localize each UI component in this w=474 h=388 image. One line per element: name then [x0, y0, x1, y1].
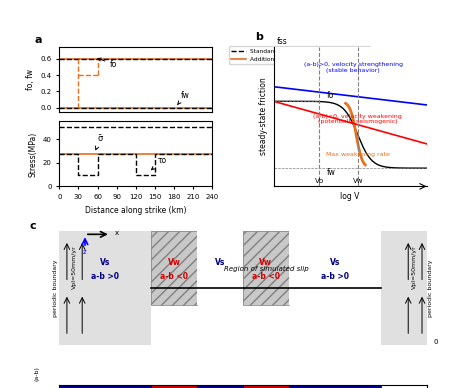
- Text: fss: fss: [277, 37, 287, 46]
- Y-axis label: fo, fw: fo, fw: [26, 69, 35, 90]
- Text: a: a: [35, 35, 42, 45]
- Text: a-b >0: a-b >0: [91, 272, 119, 281]
- Text: Vpl=50mm/yr: Vpl=50mm/yr: [72, 245, 77, 289]
- Text: x: x: [114, 230, 118, 236]
- Text: (a-b)<0, velocity weakening
(potentially seismogenic): (a-b)<0, velocity weakening (potentially…: [313, 114, 402, 125]
- X-axis label: log V: log V: [340, 192, 360, 201]
- Legend: Standard R&S law models, Additional coseismic weakening models: Standard R&S law models, Additional cose…: [229, 46, 370, 64]
- Text: fw: fw: [327, 168, 336, 177]
- Text: Vpl=50mm/yr: Vpl=50mm/yr: [412, 245, 417, 289]
- Y-axis label: Stress(MPa): Stress(MPa): [28, 131, 37, 177]
- Text: (a-b)>0, velocity strengthening
(stable behavior): (a-b)>0, velocity strengthening (stable …: [304, 62, 402, 73]
- Bar: [197, 231, 243, 305]
- Text: a-b <0: a-b <0: [160, 272, 188, 281]
- Y-axis label: steady-state friction: steady-state friction: [259, 78, 268, 155]
- Text: a-b <0: a-b <0: [252, 272, 280, 281]
- Bar: [59, 231, 151, 345]
- Text: fo: fo: [98, 58, 118, 69]
- Text: periodic boundary: periodic boundary: [428, 259, 433, 317]
- Bar: [243, 231, 289, 305]
- Text: periodic boundary: periodic boundary: [53, 259, 58, 317]
- Text: τo: τo: [152, 156, 167, 170]
- Bar: [381, 231, 427, 345]
- Text: Vw: Vw: [259, 258, 273, 267]
- Bar: [289, 231, 381, 305]
- Text: fw: fw: [177, 91, 189, 105]
- Text: 0: 0: [434, 340, 438, 345]
- Text: Vs: Vs: [215, 258, 225, 267]
- Text: a-b >0: a-b >0: [321, 272, 349, 281]
- Text: Region of simulated slip: Region of simulated slip: [224, 266, 308, 272]
- Text: Vw: Vw: [168, 258, 181, 267]
- Bar: [151, 231, 197, 305]
- Text: Vs: Vs: [329, 258, 340, 267]
- Text: σ̄: σ̄: [95, 135, 103, 150]
- Text: c: c: [30, 221, 36, 230]
- Text: Max weakening rate: Max weakening rate: [326, 152, 390, 157]
- Text: Vw: Vw: [353, 178, 363, 184]
- Text: Vs: Vs: [100, 258, 110, 267]
- Text: Vb: Vb: [315, 178, 324, 184]
- Text: b: b: [255, 31, 263, 42]
- Text: fo: fo: [327, 91, 335, 100]
- Bar: [151, 231, 381, 305]
- X-axis label: Distance along strike (km): Distance along strike (km): [85, 206, 187, 215]
- Text: z: z: [83, 249, 87, 255]
